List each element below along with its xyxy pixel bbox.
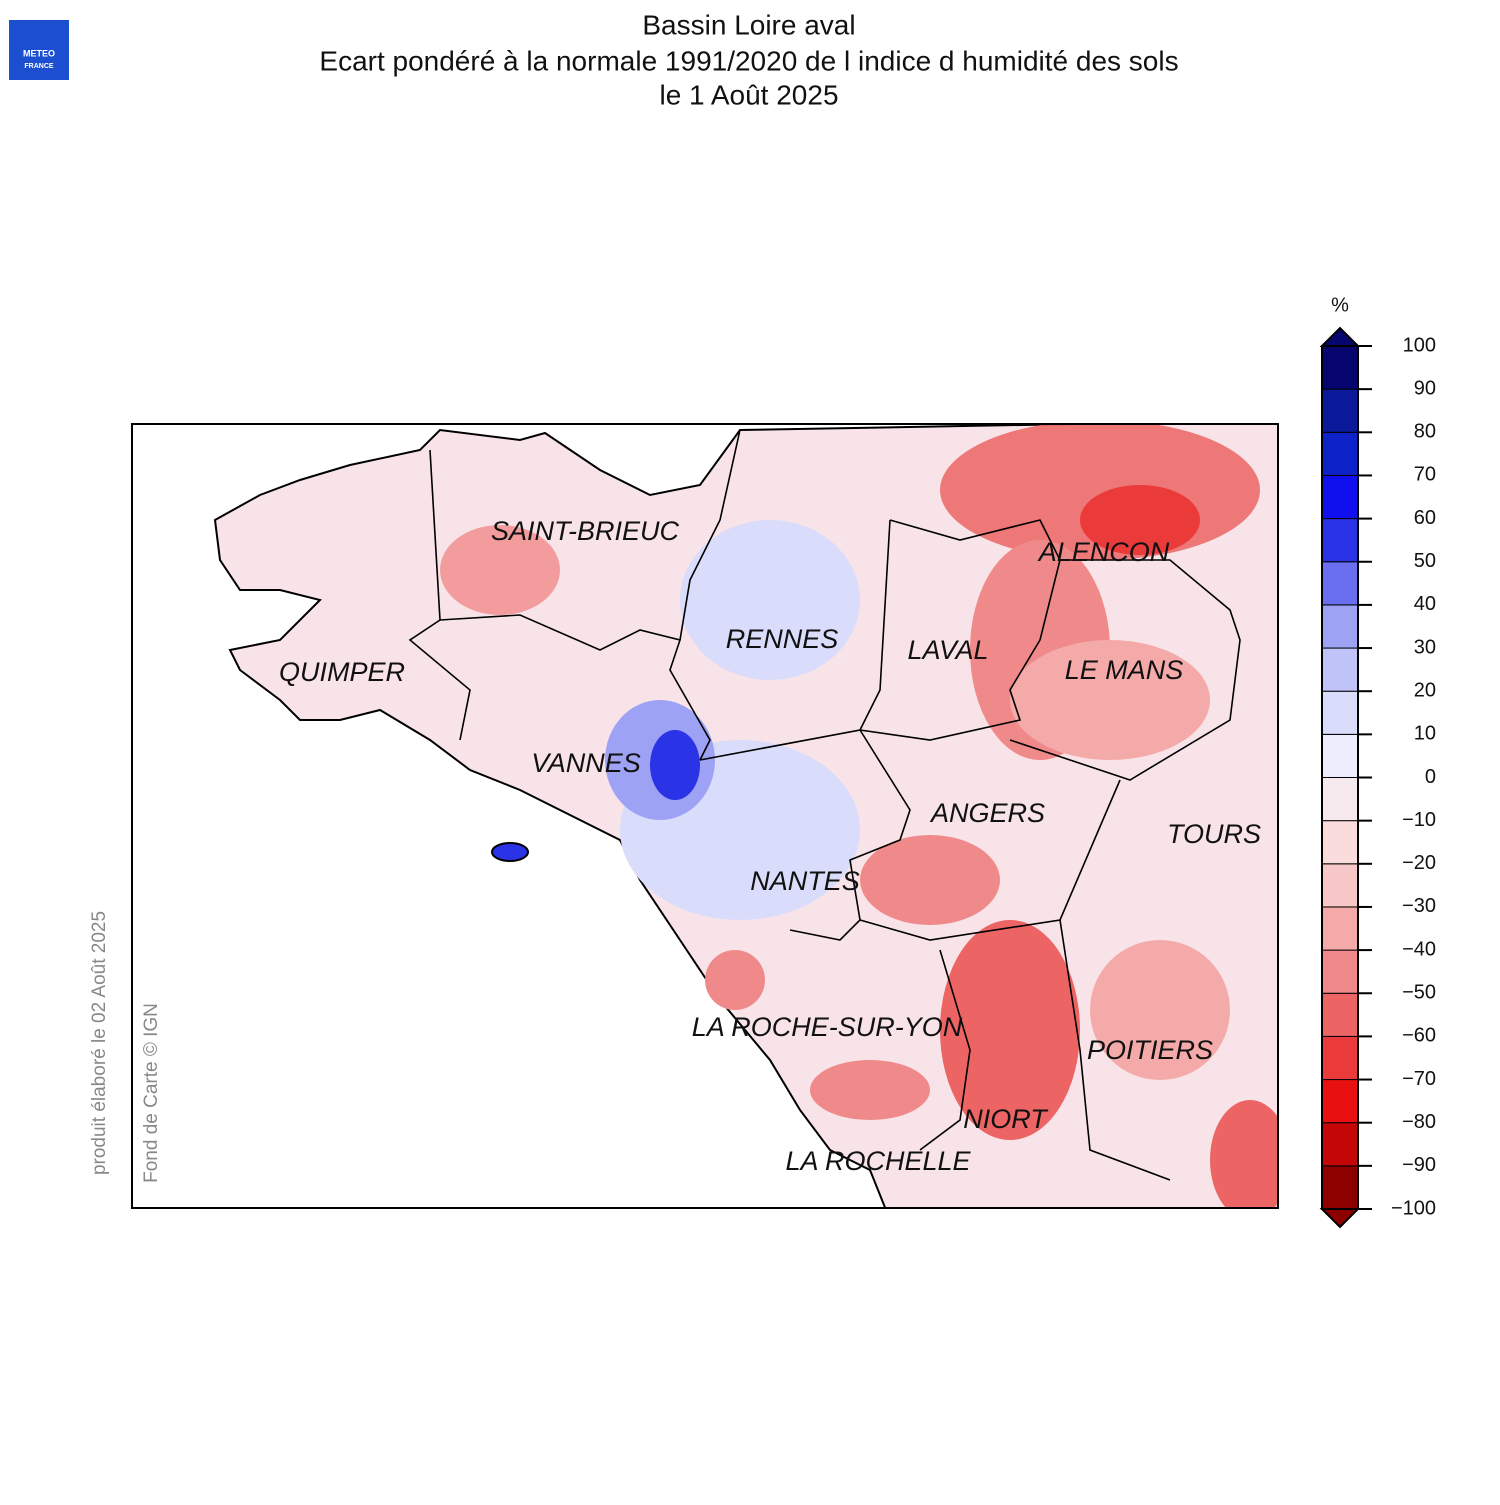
colorbar-tick-label: −70: [1402, 1068, 1436, 1090]
colorbar-tick-label: −80: [1402, 1111, 1436, 1133]
city-labels: SAINT-BRIEUC RENNES LAVAL ALENCON LE MAN…: [279, 516, 1261, 1176]
city-label: VANNES: [531, 748, 641, 778]
colorbar-bin: [1321, 1122, 1359, 1167]
city-label: RENNES: [726, 624, 839, 654]
logo-text: METEO: [23, 48, 55, 58]
logo-text: FRANCE: [24, 63, 53, 70]
colorbar-bin: [1321, 863, 1359, 908]
dry-area: [705, 950, 765, 1010]
colorbar-tick-label: −100: [1391, 1197, 1436, 1219]
dry-area: [1080, 485, 1200, 555]
dry-area: [810, 1060, 930, 1120]
dry-area: [440, 525, 560, 615]
colorbar-bin: [1321, 647, 1359, 692]
colorbar-bin: [1321, 604, 1359, 649]
dry-area: [1210, 1100, 1278, 1208]
city-label: SAINT-BRIEUC: [491, 516, 680, 546]
city-label: LA ROCHE-SUR-YON: [692, 1012, 963, 1042]
colorbar-tick-label: −50: [1402, 982, 1436, 1004]
logo: METEO FRANCE: [9, 20, 69, 80]
colorbar-tick-label: −60: [1402, 1025, 1436, 1047]
colorbar-tick-label: 80: [1414, 421, 1436, 443]
colorbar: −100−90−80−70−60−50−40−30−20−10010203040…: [1319, 326, 1436, 1229]
city-label: NIORT: [963, 1104, 1049, 1134]
colorbar-bin: [1321, 777, 1359, 822]
colorbar-tick-label: −20: [1402, 852, 1436, 874]
colorbar-tick-label: 20: [1414, 679, 1436, 701]
title: Bassin Loire aval: [642, 9, 855, 40]
colorbar-bin: [1321, 733, 1359, 778]
colorbar-bin: [1321, 345, 1359, 390]
colorbar-bin: [1321, 431, 1359, 476]
colorbar-tick-label: 0: [1425, 766, 1436, 788]
colorbar-tick-label: −10: [1402, 809, 1436, 831]
colorbar-tick-label: −30: [1402, 895, 1436, 917]
city-label: LE MANS: [1065, 655, 1184, 685]
colorbar-bin: [1321, 992, 1359, 1037]
city-label: TOURS: [1167, 819, 1261, 849]
colorbar-tick-label: 40: [1414, 593, 1436, 615]
dry-area: [860, 835, 1000, 925]
colorbar-bin: [1321, 1165, 1359, 1210]
city-label: NANTES: [750, 866, 860, 896]
city-label: QUIMPER: [279, 657, 405, 687]
colorbar-bin: [1321, 690, 1359, 735]
colorbar-tick-label: −90: [1402, 1154, 1436, 1176]
colorbar-bin: [1321, 906, 1359, 951]
colorbar-bin: [1321, 388, 1359, 433]
borders: [408, 429, 1241, 1181]
map: [213, 424, 1278, 1208]
subtitle: Ecart pondéré à la normale 1991/2020 de …: [319, 45, 1178, 76]
colorbar-bin: [1321, 561, 1359, 606]
city-label: ALENCON: [1037, 537, 1170, 567]
colorbar-tick-label: 10: [1414, 723, 1436, 745]
colorbar-bin: [1321, 474, 1359, 520]
city-label: LAVAL: [907, 635, 988, 665]
map-frame: [131, 423, 1279, 1209]
date: le 1 Août 2025: [659, 79, 838, 110]
colorbar-unit: %: [1331, 294, 1349, 316]
city-label: ANGERS: [929, 798, 1045, 828]
colorbar-bin: [1321, 820, 1359, 865]
colorbar-tick-label: −40: [1402, 938, 1436, 960]
city-label: LA ROCHELLE: [785, 1146, 971, 1176]
colorbar-tick-label: 60: [1414, 507, 1436, 529]
colorbar-tick-label: 30: [1414, 636, 1436, 658]
basemap-credit: Fond de Carte © IGN: [141, 1003, 162, 1183]
colorbar-bin: [1321, 1079, 1359, 1124]
colorbar-tick-label: 50: [1414, 550, 1436, 572]
wet-area: [650, 730, 700, 800]
wet-area: [680, 520, 860, 680]
colorbar-bin: [1321, 518, 1359, 563]
production-note: produit élaboré le 02 Août 2025: [89, 911, 110, 1175]
island: [491, 842, 529, 862]
colorbar-tick-label: 90: [1414, 377, 1436, 399]
city-label: POITIERS: [1087, 1035, 1213, 1065]
dry-area: [1010, 640, 1210, 760]
dry-area: [1090, 940, 1230, 1080]
colorbar-bin: [1321, 949, 1359, 994]
colorbar-tick-label: 70: [1414, 464, 1436, 486]
colorbar-tick-label: 100: [1403, 334, 1436, 356]
dry-area: [940, 920, 1080, 1140]
colorbar-bin: [1321, 1035, 1359, 1081]
logo-box: [9, 20, 69, 80]
